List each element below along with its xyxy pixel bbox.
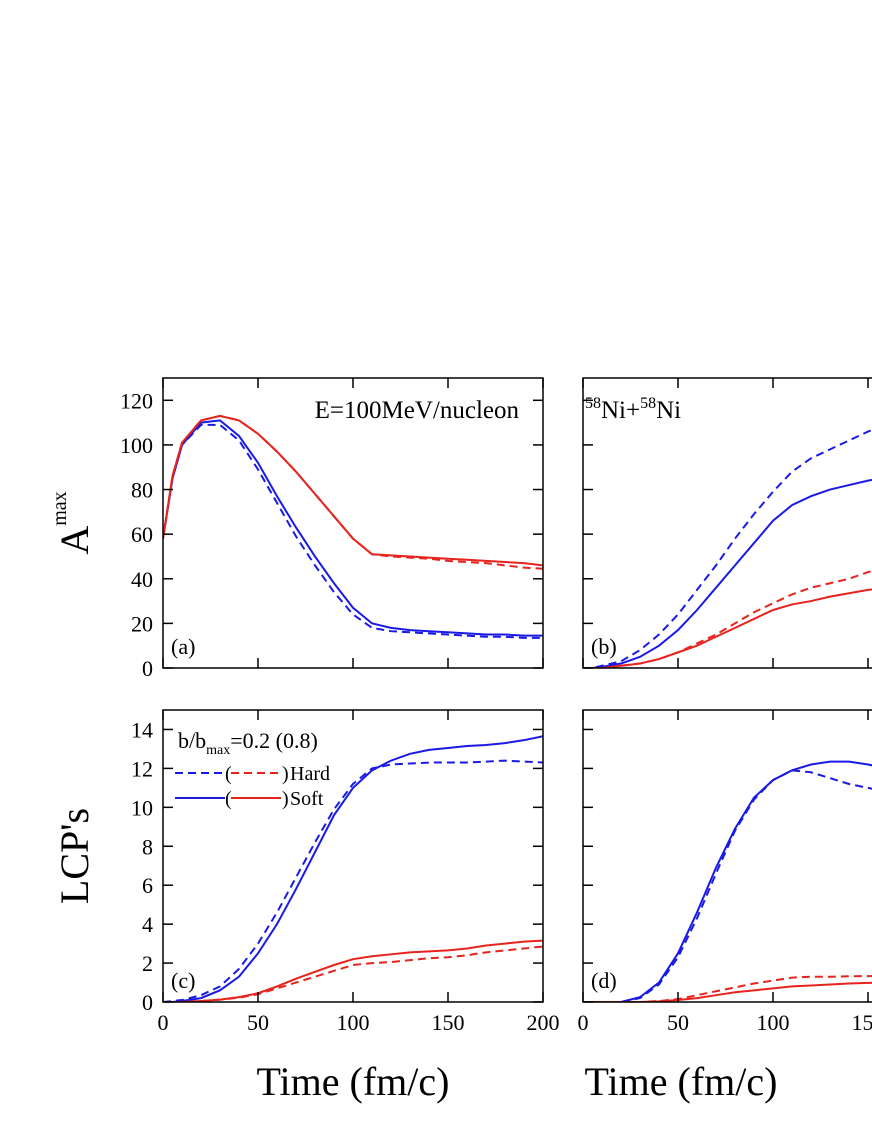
series-line xyxy=(163,419,543,637)
legend-entry: Hard xyxy=(290,763,330,785)
series-line xyxy=(163,945,543,1002)
series-line xyxy=(583,981,872,1002)
panel: 0 20 40 60 80 100 120 (a) E=100MeV/nucleon Amax xyxy=(49,377,544,681)
series-line xyxy=(583,760,872,1002)
series-line xyxy=(583,769,872,1002)
y-tick-label: 40 xyxy=(131,567,153,592)
x-tick-label: 150 xyxy=(852,1010,872,1035)
y-axis-label-sup: max xyxy=(49,491,71,525)
annotation-text: Ni xyxy=(656,397,681,424)
y-tick-label: 10 xyxy=(131,795,153,820)
annotation: 58Ni+58Ni xyxy=(585,395,681,424)
annotation-text: E=100MeV/nucleon xyxy=(315,397,520,424)
series-line xyxy=(163,939,543,1002)
panel: (b)58Ni+58Ni xyxy=(582,377,872,669)
series-line xyxy=(163,735,543,1002)
series-line xyxy=(583,429,872,668)
y-axis-label: Amax xyxy=(49,491,97,554)
plot-frame xyxy=(582,709,872,1003)
x-axis-label: Time (fm/c) xyxy=(585,1059,778,1104)
annotation-sup: 58 xyxy=(640,395,656,412)
legend-title: b/bmax=0.2 (0.8) xyxy=(178,728,318,758)
x-tick-label: 100 xyxy=(337,1010,370,1035)
legend-title-part: =0.2 (0.8) xyxy=(230,728,318,753)
panel-label: (b) xyxy=(591,634,617,659)
x-axis-label: Time (fm/c) xyxy=(257,1059,450,1104)
legend-bracket: ) xyxy=(282,763,289,785)
y-tick-label: 80 xyxy=(131,478,153,503)
y-axis-label-text: LCP's xyxy=(52,808,97,904)
legend-bracket: ( xyxy=(225,763,232,785)
series-line xyxy=(583,588,872,668)
y-tick-label: 12 xyxy=(131,756,153,781)
x-tick-label: 0 xyxy=(578,1010,589,1035)
x-tick-label: 150 xyxy=(432,1010,465,1035)
legend-entry: Soft xyxy=(290,788,324,810)
x-tick-label: 200 xyxy=(527,1010,560,1035)
panel-label: (d) xyxy=(591,968,617,993)
panel-label: (a) xyxy=(171,634,195,659)
series-line xyxy=(583,570,872,668)
y-axis-label-text: A xyxy=(52,526,97,555)
panel-label: (c) xyxy=(171,968,195,993)
x-tick-label: 0 xyxy=(158,1010,169,1035)
y-tick-label: 2 xyxy=(142,951,153,976)
y-tick-label: 60 xyxy=(131,522,153,547)
y-tick-label: 20 xyxy=(131,611,153,636)
y-tick-label: 4 xyxy=(142,912,153,937)
y-axis-label: LCP's xyxy=(52,808,97,904)
x-tick-label: 50 xyxy=(667,1010,689,1035)
annotation-sup: 58 xyxy=(585,395,601,412)
x-tick-label: 100 xyxy=(757,1010,790,1035)
y-tick-label: 8 xyxy=(142,834,153,859)
y-tick-label: 0 xyxy=(142,990,153,1015)
legend-bracket: ( xyxy=(225,788,232,810)
legend: b/bmax=0.2 (0.8) () Hard () Soft xyxy=(175,728,330,810)
panel: 0 50 100 150 200 0 2 4 6 8 10 12 14 (c) LCP's Time (fm/… xyxy=(52,709,560,1104)
series-line xyxy=(163,414,543,570)
x-tick-label: 50 xyxy=(247,1010,269,1035)
y-tick-label: 120 xyxy=(120,388,153,413)
y-tick-label: 6 xyxy=(142,873,153,898)
series-line xyxy=(583,975,872,1002)
y-tick-label: 14 xyxy=(131,717,153,742)
annotation-text: Ni+ xyxy=(601,397,640,424)
annotation: E=100MeV/nucleon xyxy=(315,397,520,424)
series-line xyxy=(583,478,872,668)
series-line xyxy=(163,414,543,567)
y-tick-label: 0 xyxy=(142,656,153,681)
series-line xyxy=(163,759,543,1002)
y-tick-label: 100 xyxy=(120,433,153,458)
legend-bracket: ) xyxy=(282,788,289,810)
series-line xyxy=(163,423,543,639)
legend-title-part: max xyxy=(206,743,230,758)
legend-title-part: b/b xyxy=(178,728,206,753)
